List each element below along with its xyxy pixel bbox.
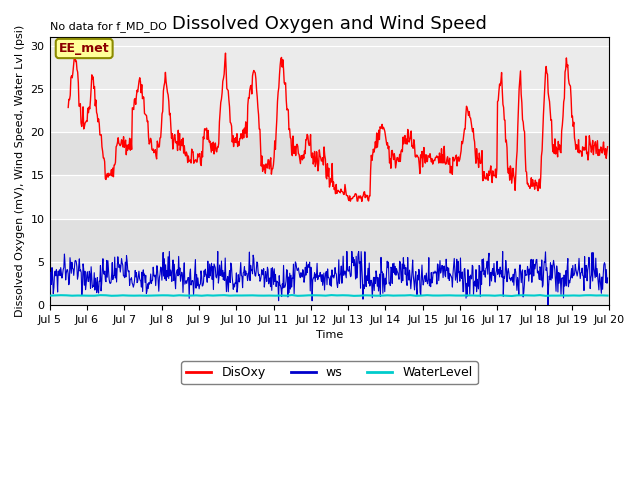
X-axis label: Time: Time bbox=[316, 330, 343, 340]
Text: EE_met: EE_met bbox=[59, 42, 109, 55]
Legend: DisOxy, ws, WaterLevel: DisOxy, ws, WaterLevel bbox=[181, 361, 477, 384]
Text: No data for f_MD_DO: No data for f_MD_DO bbox=[49, 21, 166, 32]
Bar bbox=[49, 132, 609, 176]
Title: Dissolved Oxygen and Wind Speed: Dissolved Oxygen and Wind Speed bbox=[172, 15, 487, 33]
Bar bbox=[49, 37, 609, 132]
Y-axis label: Dissolved Oxygen (mV), Wind Speed, Water Lvl (psi): Dissolved Oxygen (mV), Wind Speed, Water… bbox=[15, 25, 25, 317]
Bar bbox=[49, 176, 609, 219]
Bar bbox=[49, 219, 609, 262]
Bar bbox=[49, 262, 609, 305]
